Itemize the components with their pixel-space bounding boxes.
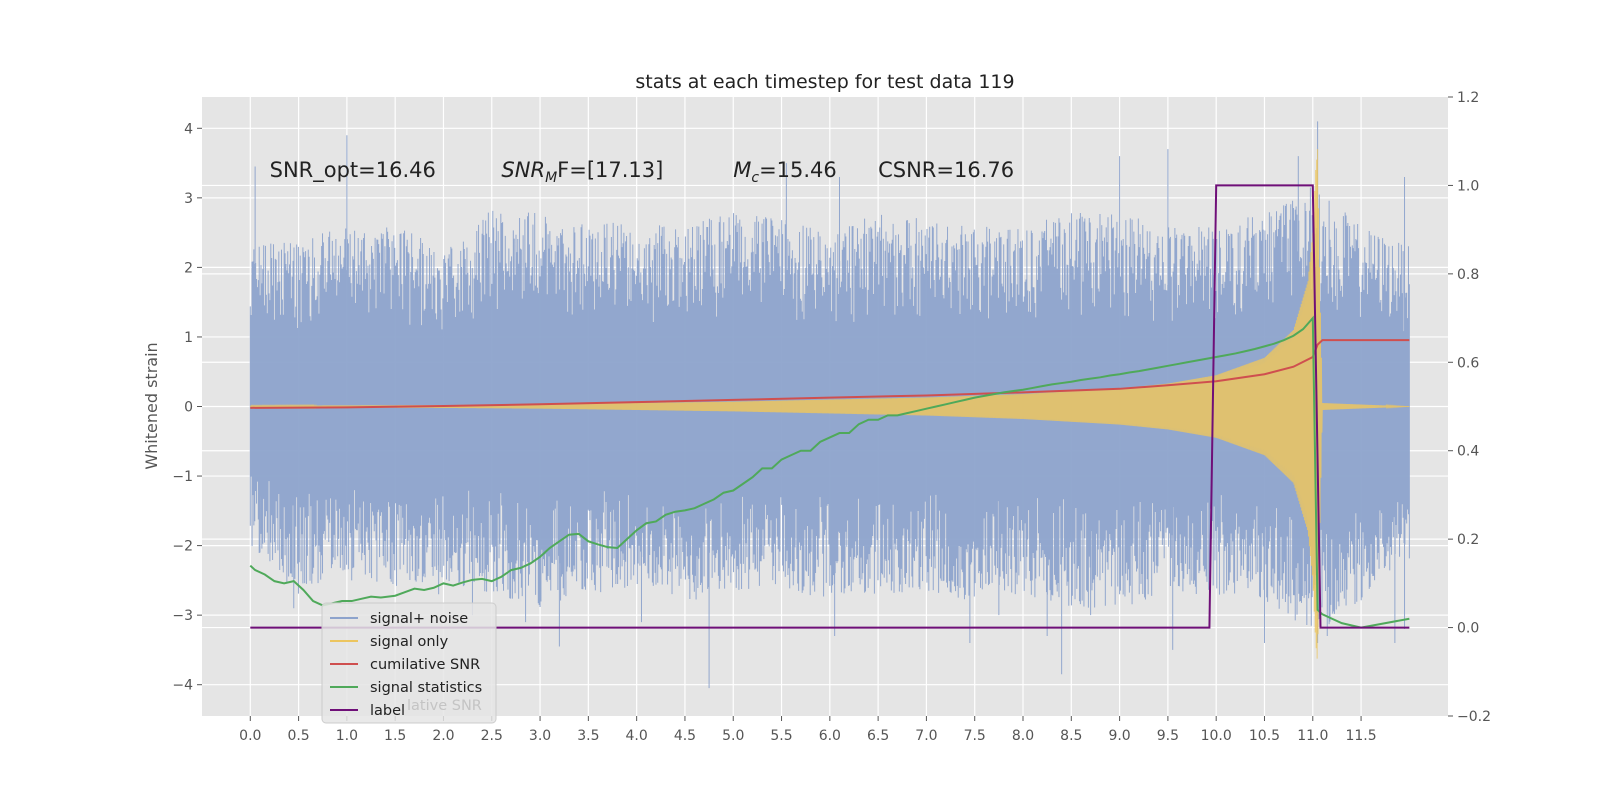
x-tick-label: 2.5 xyxy=(481,728,503,744)
legend-label: label xyxy=(370,703,405,719)
x-tick-label: 1.5 xyxy=(384,728,406,744)
y-tick-label: 3 xyxy=(184,191,193,207)
legend-label: signal only xyxy=(370,634,449,650)
annotation-main: SNR xyxy=(501,158,545,182)
annotation-value: =15.46 xyxy=(759,158,837,182)
y2-tick-label: 0.4 xyxy=(1457,444,1479,460)
x-tick-label: 2.0 xyxy=(432,728,454,744)
legend: lative SNR signal+ noise signal only cumila… xyxy=(321,602,497,724)
label-line xyxy=(250,184,1410,629)
annotation-subscript: c xyxy=(751,170,759,186)
legend-box xyxy=(321,602,497,724)
y-tick-label: −4 xyxy=(172,678,193,694)
legend-label: signal statistics xyxy=(370,680,482,696)
x-tick-label: 5.5 xyxy=(770,728,792,744)
x-tick-label: 8.5 xyxy=(1060,728,1082,744)
annotation-main: SNR_opt=16.46 xyxy=(270,158,436,183)
x-tick-label: 8.0 xyxy=(1012,728,1034,744)
y2-tick-label: 0.8 xyxy=(1457,267,1479,283)
x-tick-label: 9.0 xyxy=(1108,728,1130,744)
x-tick-label: 1.0 xyxy=(336,728,358,744)
x-tick-label: 6.5 xyxy=(867,728,889,744)
y2-tick-label: 0.6 xyxy=(1457,355,1479,371)
x-tick-label: 4.0 xyxy=(626,728,648,744)
x-tick-label: 0.5 xyxy=(287,728,309,744)
stat-annotation: Mc=15.46 xyxy=(733,158,837,186)
y-tick-label: 1 xyxy=(184,330,193,346)
x-tick-label: 10.5 xyxy=(1249,728,1280,744)
y2-tick-label: 0.0 xyxy=(1457,621,1479,637)
legend-label: cumilative SNR xyxy=(370,657,480,673)
stat-annotation: SNR_opt=16.46 xyxy=(270,158,436,183)
y-tick-label: −2 xyxy=(172,539,193,555)
y-tick-label: −1 xyxy=(172,469,193,485)
x-tick-label: 10.0 xyxy=(1201,728,1232,744)
annotation-value: F=[17.13] xyxy=(557,158,663,182)
line-series xyxy=(249,184,1410,629)
annotation-main: M xyxy=(733,158,751,182)
x-tick-label: 3.0 xyxy=(529,728,551,744)
stat-annotation: CSNR=16.76 xyxy=(878,158,1014,182)
x-tick-label: 4.5 xyxy=(674,728,696,744)
x-tick-label: 5.0 xyxy=(722,728,744,744)
y-tick-label: 4 xyxy=(184,121,193,137)
chart-title: stats at each timestep for test data 119 xyxy=(635,71,1014,93)
y-tick-label: −3 xyxy=(172,608,193,624)
x-tick-label: 11.0 xyxy=(1297,728,1328,744)
x-tick-label: 7.5 xyxy=(964,728,986,744)
annotation-main: CSNR=16.76 xyxy=(878,158,1014,182)
axes: 0.0 0.5 1.0 1.5 2.0 2.5 3.0 3.5 4.0 4.5 5.0 5.5 6.0 6… xyxy=(172,90,1491,744)
x-tick-label: 11.5 xyxy=(1345,728,1376,744)
y-axis-label: Whitened strain xyxy=(142,342,161,469)
legend-ghost-text: lative SNR xyxy=(407,698,482,714)
x-tick-label: 9.5 xyxy=(1157,728,1179,744)
y2-tick-label: 0.2 xyxy=(1457,532,1479,548)
stat-annotation: SNRMF=[17.13] xyxy=(501,158,663,186)
y2-tick-label: −0.2 xyxy=(1457,709,1491,725)
y-tick-label: 2 xyxy=(184,260,193,276)
x-tick-label: 6.0 xyxy=(819,728,841,744)
signal-statistics-line xyxy=(249,315,1410,629)
x-tick-label: 3.5 xyxy=(577,728,599,744)
y2-tick-label: 1.2 xyxy=(1457,90,1479,106)
y2-tick-label: 1.0 xyxy=(1457,178,1479,194)
y-tick-label: 0 xyxy=(184,400,193,416)
legend-label: signal+ noise xyxy=(370,611,468,627)
annotations: SNR_opt=16.46 SNRMF=[17.13] Mc=15.46 CSNR=1… xyxy=(270,158,1015,186)
x-tick-label: 0.0 xyxy=(239,728,261,744)
x-tick-label: 7.0 xyxy=(915,728,937,744)
annotation-subscript: M xyxy=(545,170,557,186)
